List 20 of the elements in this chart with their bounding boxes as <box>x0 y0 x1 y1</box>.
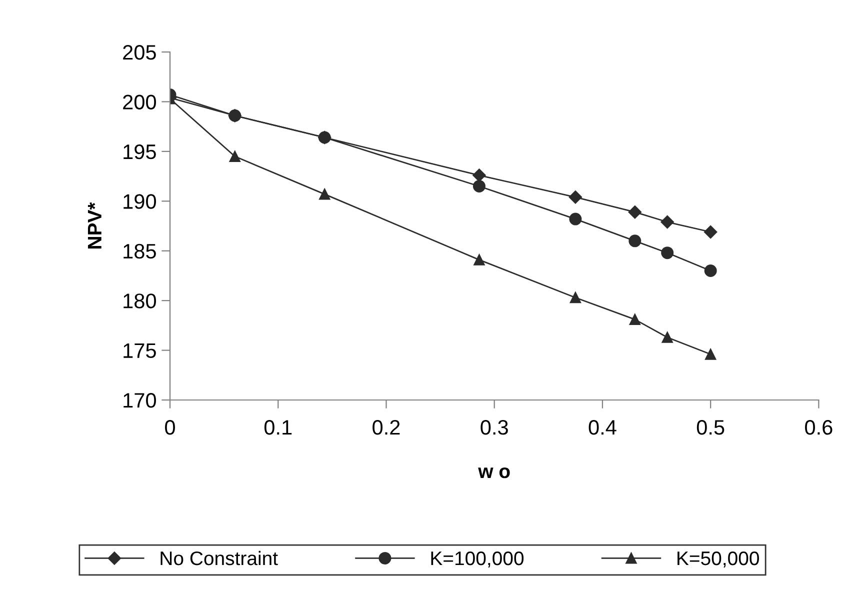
x-tick-label: 0.1 <box>264 420 292 435</box>
x-tick-label: 0.3 <box>480 420 508 435</box>
legend-label: K=50,000 <box>678 551 759 568</box>
y-tick-label: 190 <box>124 194 156 209</box>
y-tick-label: 180 <box>124 294 156 308</box>
legend-label: No Constraint <box>160 550 278 566</box>
y-tick-label: 185 <box>124 244 156 259</box>
y-tick-label: 170 <box>124 393 156 408</box>
y-tick-label: 175 <box>124 344 156 358</box>
x-tick-label: 0.6 <box>805 420 832 435</box>
y-tick-label: 205 <box>123 45 156 60</box>
y-tick-label: 200 <box>123 94 156 110</box>
x-axis-title: w o <box>478 467 510 478</box>
x-tick-label: 0 <box>165 420 175 435</box>
y-axis-title: NPV* <box>88 202 102 248</box>
x-tick-label: 0.2 <box>372 420 400 435</box>
legend-label: K=100,000 <box>431 551 524 568</box>
x-tick-label: 0.4 <box>588 420 616 435</box>
x-tick-label: 0.5 <box>696 420 724 435</box>
y-tick-label: 195 <box>124 144 156 160</box>
